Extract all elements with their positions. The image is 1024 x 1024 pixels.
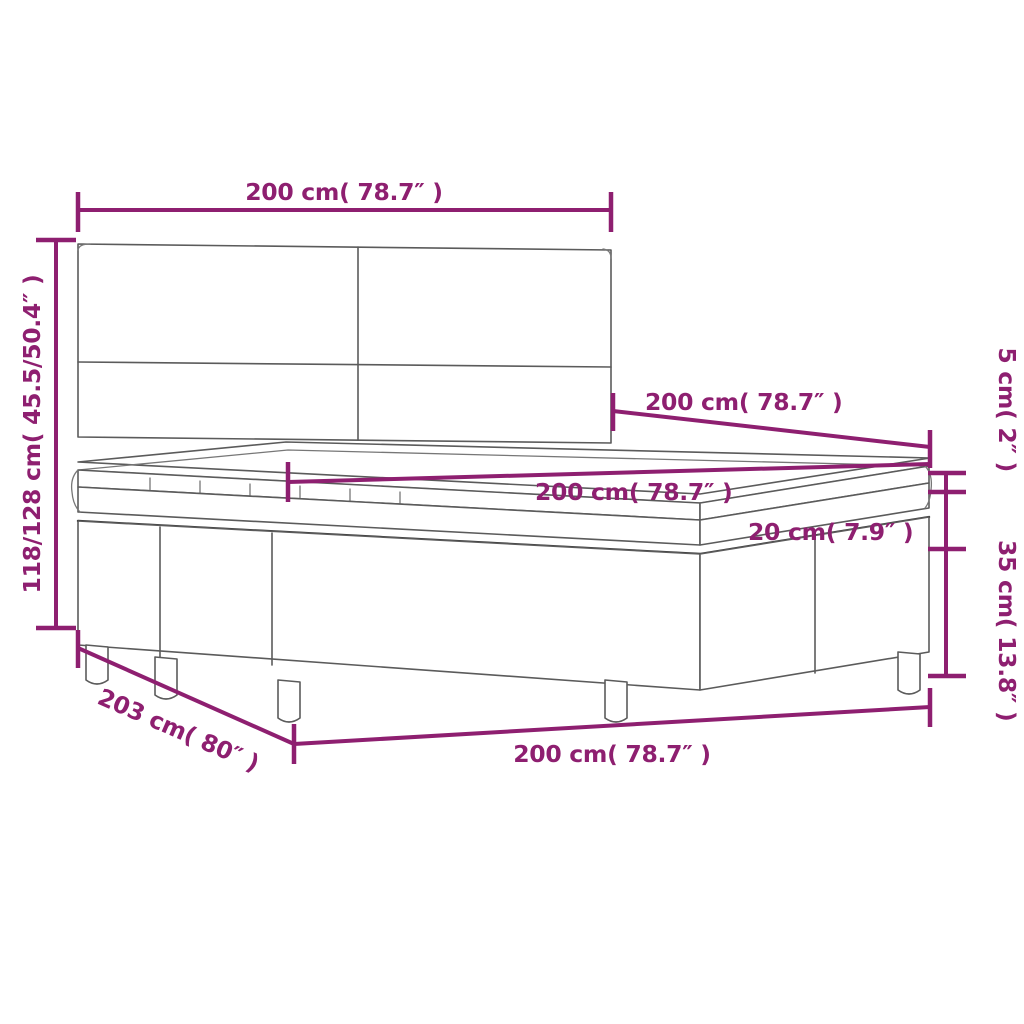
leg-center	[277, 679, 301, 723]
bed-illustration	[70, 243, 933, 723]
dim-label-topper-thickness: 5 cm( 2″ )	[993, 347, 1021, 472]
headboard-corner-left	[77, 243, 91, 251]
dim-line	[77, 646, 295, 746]
headboard-corner-right	[602, 248, 612, 259]
dim-mattress-width: 200 cm( 78.7″ )	[285, 462, 931, 506]
leg-front-right	[604, 679, 628, 723]
dim-topper-thickness: 5 cm( 2″ )	[928, 347, 1021, 495]
dim-label-mattress-width: 200 cm( 78.7″ )	[535, 478, 732, 506]
leg-back-right	[897, 651, 921, 695]
dim-bed-length: 200 cm( 78.7″ )	[610, 388, 933, 468]
mattress-corner-left	[70, 469, 81, 513]
dim-label-bed-length: 200 cm( 78.7″ )	[645, 388, 842, 416]
dim-total-height: 118/128 cm( 45.5/50.4″ )	[18, 237, 76, 631]
dim-base-height: 35 cm( 13.8″ )	[928, 492, 1021, 721]
dim-headboard-width: 200 cm( 78.7″ )	[75, 178, 614, 232]
dim-label-headboard-width: 200 cm( 78.7″ )	[245, 178, 442, 206]
dim-line	[287, 462, 931, 484]
headboard-outline	[77, 243, 612, 444]
dim-label-base-depth: 203 cm( 80″ )	[94, 683, 264, 778]
dim-line	[293, 705, 931, 746]
headboard-panel	[77, 243, 612, 444]
dim-base-width: 200 cm( 78.7″ )	[293, 688, 933, 768]
dim-label-base-width: 200 cm( 78.7″ )	[513, 740, 710, 768]
dim-label-mattress-thickness: 20 cm( 7.9″ )	[748, 518, 913, 546]
dim-label-base-height: 35 cm( 13.8″ )	[993, 540, 1021, 721]
dim-label-total-height: 118/128 cm( 45.5/50.4″ )	[18, 275, 46, 594]
mattress-side-right	[699, 482, 930, 546]
headboard-seam-horizontal	[77, 361, 612, 368]
dim-mattress-thickness: 20 cm( 7.9″ )	[748, 518, 914, 546]
box-spring-base	[76, 515, 931, 691]
dim-line	[612, 409, 931, 449]
